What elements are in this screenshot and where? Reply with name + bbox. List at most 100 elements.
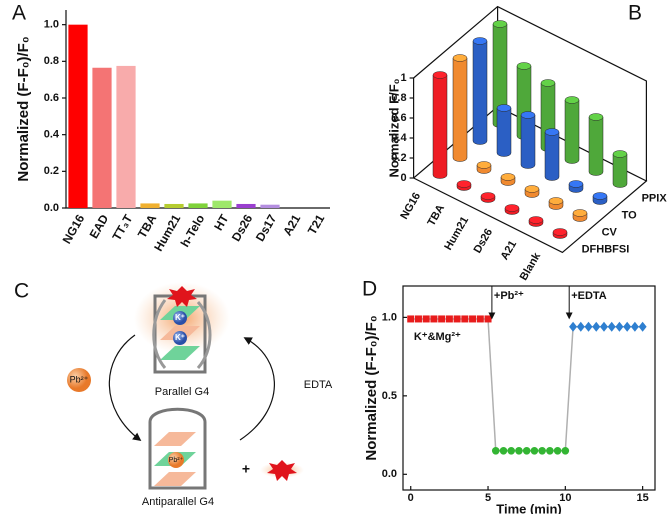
- series-label: CV: [602, 227, 618, 239]
- bar: [212, 200, 232, 208]
- marker: [422, 315, 430, 323]
- bar: [164, 203, 184, 208]
- cylinder-top: [520, 111, 536, 119]
- cylinder-top: [572, 209, 588, 217]
- marker: [522, 446, 531, 455]
- panel-label: D: [362, 278, 377, 301]
- bar: [260, 204, 280, 208]
- panel-label: B: [628, 2, 642, 25]
- bar: [116, 65, 136, 209]
- marker: [499, 446, 508, 455]
- cylinder-top: [588, 113, 604, 121]
- top-label: Parallel G4: [155, 386, 209, 398]
- x-tick-label: 5: [485, 492, 491, 504]
- cylinder: [564, 99, 580, 164]
- y-tick-label: 0.4: [44, 129, 60, 141]
- cylinder: [496, 107, 512, 157]
- marker: [584, 321, 593, 332]
- marker: [484, 315, 492, 323]
- k-ion: K⁺: [175, 313, 185, 322]
- marker: [553, 446, 562, 455]
- parallel-g4: [152, 286, 212, 374]
- panel-label: C: [14, 280, 29, 303]
- marker: [615, 321, 624, 332]
- y-tick-label: 0.0: [382, 468, 397, 480]
- series-label: PPIX: [642, 193, 668, 205]
- bar: [92, 67, 112, 208]
- cylinder-top: [480, 192, 496, 200]
- marker: [546, 446, 554, 455]
- reagent-label: EDTA: [304, 379, 333, 391]
- cylinder-top: [548, 197, 564, 205]
- cylinder-top: [472, 37, 488, 45]
- marker: [469, 315, 477, 323]
- x-tick-label: T21: [305, 212, 328, 237]
- cylinder-top: [432, 71, 448, 79]
- x-tick-label: A21: [499, 239, 519, 262]
- marker: [445, 315, 453, 323]
- z-tick-label: 0.2: [391, 152, 406, 164]
- series-label: DFHBFSI: [582, 244, 630, 256]
- plot-frame: [402, 285, 656, 491]
- marker: [491, 446, 500, 455]
- cylinder-top: [524, 185, 540, 193]
- x-tick-label: 0: [408, 492, 414, 504]
- x-tick-label: EAD: [87, 212, 112, 241]
- y-tick-label: 0.2: [44, 165, 59, 177]
- marker: [461, 315, 469, 323]
- y-tick-label: 0.5: [382, 390, 397, 402]
- dye: [267, 460, 297, 481]
- connector: [564, 326, 574, 451]
- bar: [140, 203, 160, 208]
- plus: +: [242, 461, 250, 477]
- x-tick-label: TBA: [135, 212, 160, 241]
- y-tick-label: 0.0: [44, 202, 59, 214]
- marker: [630, 321, 639, 332]
- marker: [599, 321, 608, 332]
- marker: [607, 321, 616, 332]
- marker: [407, 315, 415, 323]
- arrow: [108, 334, 142, 442]
- marker: [576, 321, 585, 332]
- z-tick-label: 0: [400, 172, 406, 184]
- bound-pb: Pb²⁺: [169, 457, 184, 464]
- x-tick-label: HT: [211, 212, 231, 233]
- cylinder: [520, 114, 536, 169]
- z-tick-label: 0.4: [391, 132, 407, 144]
- x-tick-label: A21: [280, 212, 303, 238]
- arrow: [239, 337, 275, 441]
- cylinder-top: [552, 228, 568, 236]
- y-tick-label: 0.8: [44, 55, 59, 67]
- cylinder-top: [492, 20, 508, 28]
- cylinder-top: [456, 180, 472, 188]
- y-tick-label: 0.6: [44, 92, 59, 104]
- annotation: K⁺&Mg²⁺: [414, 331, 461, 343]
- cylinder: [588, 116, 604, 176]
- annotation: +EDTA: [571, 290, 607, 302]
- x-tick-label: 15: [637, 492, 649, 504]
- marker: [453, 315, 461, 323]
- marker: [592, 321, 601, 332]
- x-tick-label: Ds26: [229, 212, 256, 244]
- x-tick-label: Ds17: [253, 212, 280, 244]
- z-axis-label: Normalized F/F₀: [386, 78, 401, 177]
- cylinder-top: [516, 62, 532, 70]
- cylinder-top: [452, 54, 468, 62]
- y-axis-label: Normalized (F-F₀)/F₀: [363, 315, 380, 460]
- cylinder: [472, 40, 488, 145]
- cylinder-top: [528, 216, 544, 224]
- marker: [515, 446, 523, 455]
- cylinder-top: [564, 96, 580, 104]
- marker: [530, 446, 539, 455]
- x-tick-label: NG16: [60, 212, 88, 246]
- z-tick-label: 0.6: [391, 112, 406, 124]
- pb-ion: [67, 368, 91, 392]
- bar: [188, 203, 208, 208]
- cylinder: [544, 131, 560, 181]
- connector: [487, 318, 497, 451]
- x-tick-label: TBA: [425, 203, 447, 229]
- k-ion: K⁺: [175, 333, 185, 342]
- x-tick-label: Ds26: [472, 227, 496, 256]
- cylinder: [432, 74, 448, 179]
